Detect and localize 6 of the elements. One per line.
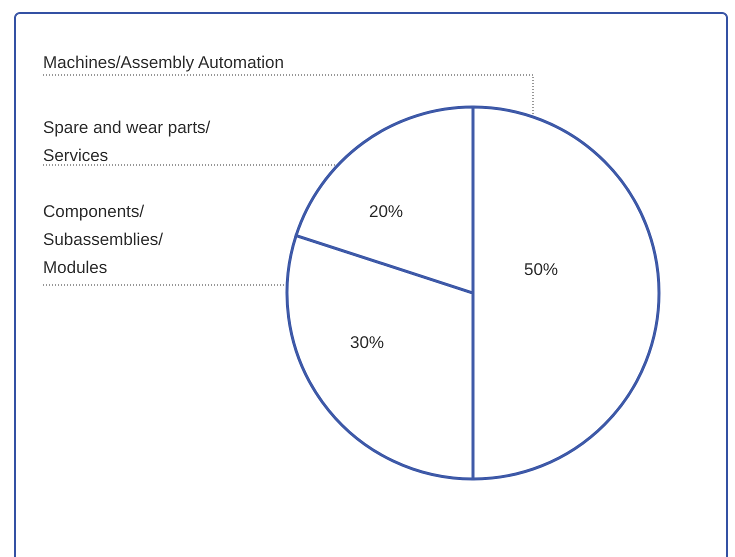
slice-label: Spare and wear parts/ Services — [43, 118, 211, 165]
data-label: 30% — [350, 333, 384, 352]
data-label: 50% — [524, 260, 558, 279]
slice-label: Components/ Subassemblies/ Modules — [43, 202, 164, 277]
slice-label: Machines/Assembly Automation — [43, 53, 284, 72]
data-label: 20% — [368, 202, 404, 221]
